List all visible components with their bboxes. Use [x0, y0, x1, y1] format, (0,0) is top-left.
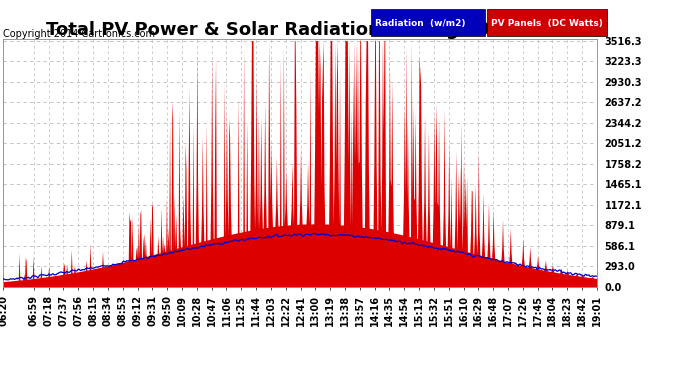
Text: Copyright 2014 Cartronics.com: Copyright 2014 Cartronics.com: [3, 29, 155, 39]
Text: PV Panels  (DC Watts): PV Panels (DC Watts): [491, 19, 602, 28]
Title: Total PV Power & Solar Radiation Fri Aug 29 19:19: Total PV Power & Solar Radiation Fri Aug…: [46, 21, 554, 39]
Text: Radiation  (w/m2): Radiation (w/m2): [375, 19, 466, 28]
